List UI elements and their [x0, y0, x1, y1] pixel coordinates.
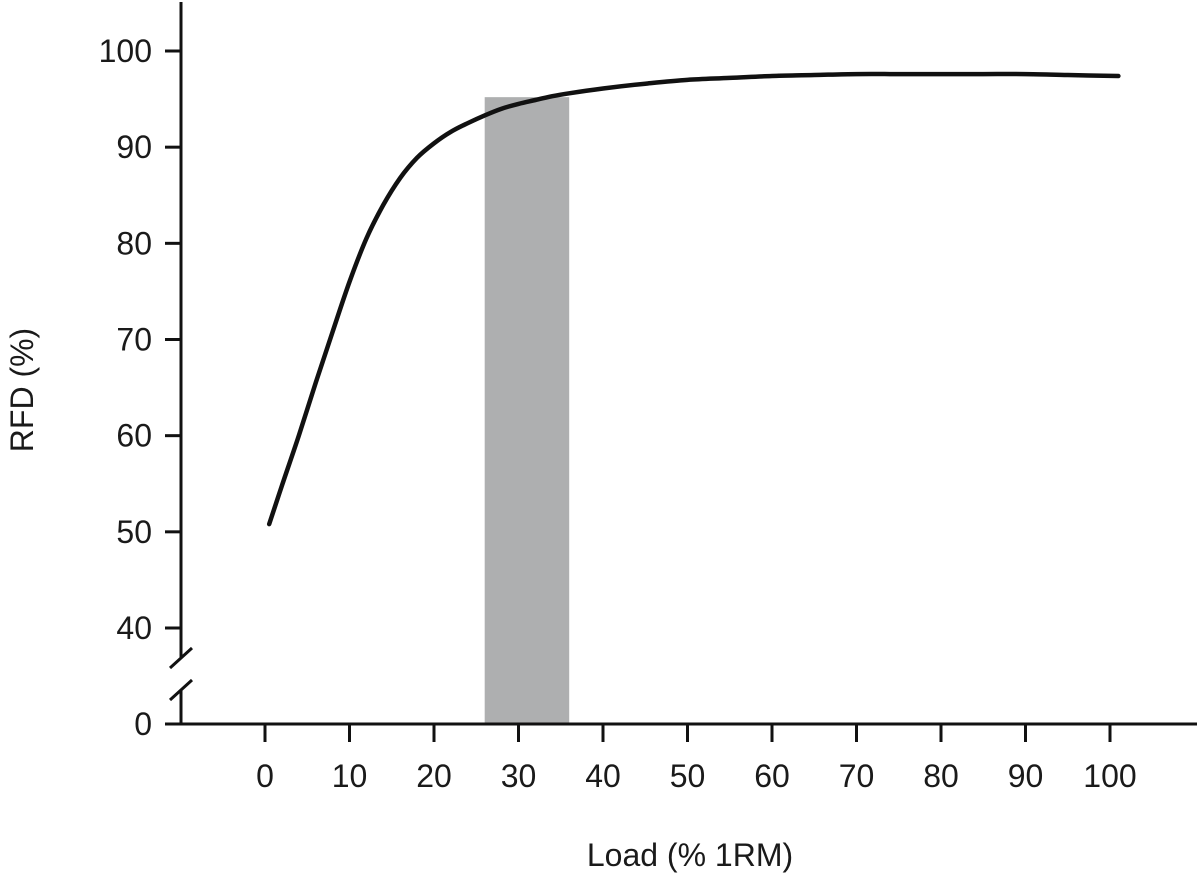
y-tick-label: 90 — [116, 129, 152, 165]
x-tick-label: 20 — [416, 758, 452, 794]
x-tick-label: 70 — [839, 758, 875, 794]
x-tick-label: 30 — [501, 758, 537, 794]
x-tick-label: 40 — [585, 758, 621, 794]
x-axis-title: Load (% 1RM) — [587, 837, 793, 873]
x-tick-label: 60 — [754, 758, 790, 794]
x-tick-label: 50 — [670, 758, 706, 794]
y-ticks: 0 40 50 60 70 80 90 100 — [99, 33, 181, 742]
x-tick-label: 90 — [1008, 758, 1044, 794]
x-tick-label: 100 — [1083, 758, 1136, 794]
y-axis-title: RFD (%) — [4, 328, 40, 452]
y-tick-label: 70 — [116, 322, 152, 358]
highlight-band — [484, 97, 570, 724]
series-layer — [266, 71, 1121, 527]
x-tick-label: 80 — [923, 758, 959, 794]
y-tick-label: 60 — [116, 418, 152, 454]
x-tick-label: 10 — [332, 758, 368, 794]
y-tick-label: 0 — [134, 706, 152, 742]
x-ticks: 0 10 20 30 40 50 60 70 80 90 100 — [256, 724, 1137, 794]
y-tick-label: 80 — [116, 225, 152, 261]
highlight-band-layer — [484, 97, 570, 724]
series-line — [266, 71, 1121, 527]
axis-break-mark — [168, 646, 194, 670]
x-tick-label: 0 — [256, 758, 274, 794]
y-tick-label: 50 — [116, 514, 152, 550]
axis-break-mark — [168, 678, 194, 702]
y-tick-label: 100 — [99, 33, 152, 69]
y-tick-label: 40 — [116, 610, 152, 646]
